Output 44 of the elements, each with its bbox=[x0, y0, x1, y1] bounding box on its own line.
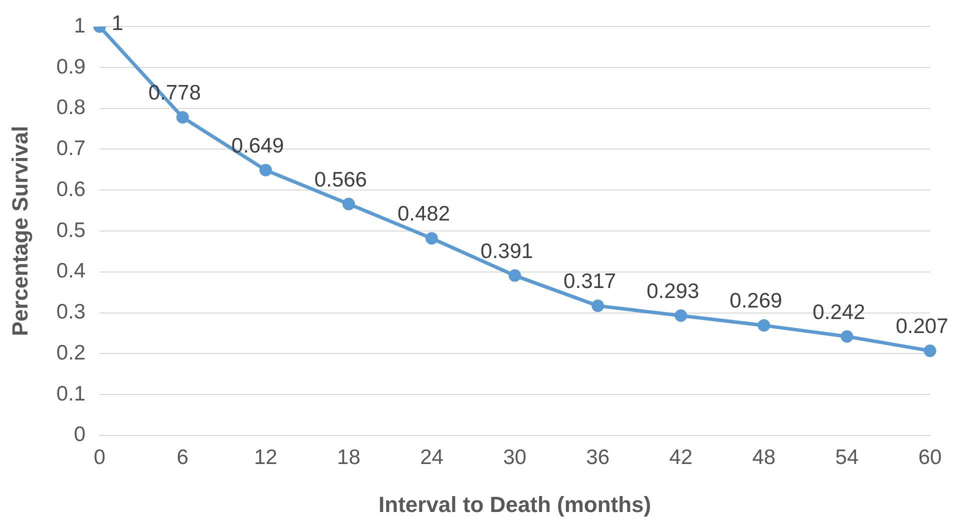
x-tick-label: 42 bbox=[669, 446, 693, 469]
point bbox=[924, 344, 936, 358]
y-tick-label: 0.7 bbox=[56, 137, 86, 160]
point bbox=[342, 198, 355, 210]
data-label: 0.566 bbox=[314, 168, 367, 192]
data-label: 1 bbox=[112, 12, 124, 35]
x-tick-label: 36 bbox=[586, 446, 610, 469]
data-label: 0.391 bbox=[480, 240, 534, 263]
y-tick-label: 0.4 bbox=[56, 260, 86, 283]
x-tick-label: 54 bbox=[835, 446, 859, 469]
data-label: 0.207 bbox=[896, 315, 948, 338]
point bbox=[840, 330, 854, 343]
point bbox=[426, 232, 438, 245]
y-tick-label: 1 bbox=[74, 14, 86, 38]
x-tick-label: 30 bbox=[503, 446, 526, 469]
data-label: 0.482 bbox=[397, 202, 450, 226]
x-tick-label: 12 bbox=[254, 446, 278, 469]
data-label: 0.317 bbox=[564, 270, 616, 294]
y-axis-title: Percentage Survival bbox=[7, 126, 32, 336]
x-tick-label: 60 bbox=[918, 446, 942, 469]
y-tick-label: 0.9 bbox=[56, 55, 86, 78]
y-tick-label: 0 bbox=[74, 423, 86, 446]
x-axis-title: Interval to Death (months) bbox=[378, 492, 652, 517]
y-tick-label: 0.8 bbox=[56, 96, 86, 120]
x-tick-label: 48 bbox=[752, 446, 776, 469]
point bbox=[259, 164, 272, 176]
data-label: 0.269 bbox=[730, 290, 782, 313]
data-label: 0.649 bbox=[231, 134, 284, 158]
y-tick-label: 0.1 bbox=[56, 382, 86, 406]
x-tick-label: 24 bbox=[420, 446, 444, 469]
point bbox=[758, 319, 770, 332]
point bbox=[176, 111, 189, 124]
x-tick-label: 6 bbox=[176, 446, 188, 469]
y-tick-label: 0.5 bbox=[56, 218, 86, 242]
x-tick-label: 0 bbox=[94, 446, 106, 469]
data-label: 0.293 bbox=[646, 280, 700, 303]
y-tick-label: 0.3 bbox=[56, 300, 86, 324]
point bbox=[508, 269, 522, 282]
x-tick-label: 18 bbox=[337, 446, 360, 469]
point bbox=[592, 300, 604, 312]
data-label: 0.242 bbox=[812, 300, 866, 324]
y-tick-label: 0.6 bbox=[56, 178, 86, 201]
point bbox=[674, 309, 688, 322]
y-tick-label: 0.2 bbox=[56, 341, 86, 364]
